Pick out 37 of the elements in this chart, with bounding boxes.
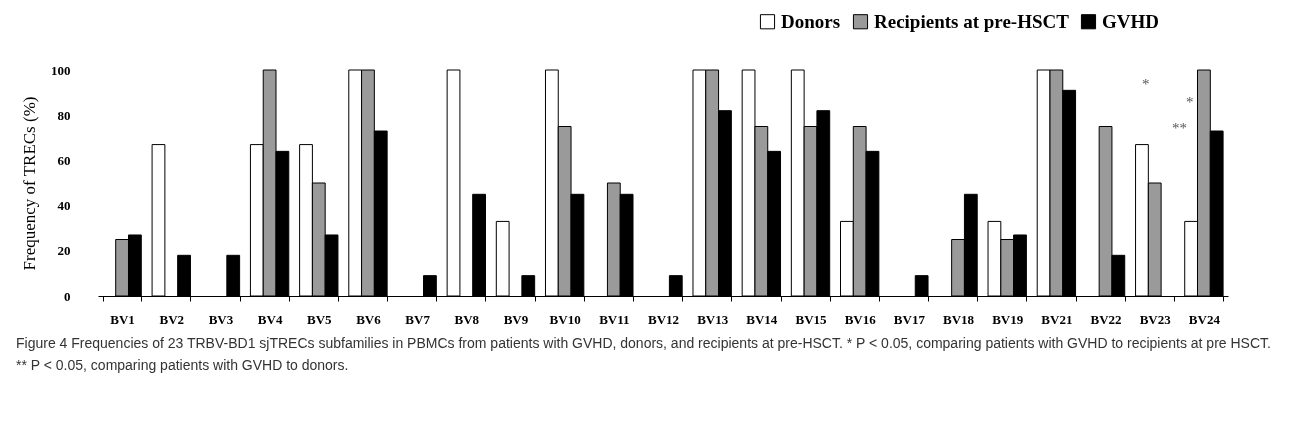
x-tick-label: BV9	[503, 311, 529, 327]
y-tick-label: 40	[57, 198, 71, 214]
x-tick-label: BV18	[943, 311, 975, 327]
caption: Figure 4 Frequencies of 23 TRBV-BD1 sjTRECs subfamilies in PBMCs from patients with GVHD, donors, and recipients at pre-HSCT. * P < 0.05, comparing patients with GVHD to recipients at pre HSCT. ** P < 0.05, comparing patients with GVHD to donors.	[16, 334, 1271, 375]
x-tick-label: BV6	[356, 311, 382, 327]
x-tick-label: BV17	[893, 311, 926, 327]
y-tick-label: 80	[57, 107, 71, 123]
legend-label: GVHD	[1102, 10, 1159, 32]
y-axis-title: Frequency of TRECs (%)	[20, 96, 39, 271]
x-tick-label: BV21	[1041, 311, 1073, 327]
annotation: *	[1186, 94, 1194, 111]
x-tick-label: BV16	[844, 311, 877, 327]
x-tick-label: BV7	[405, 311, 431, 327]
x-tick-label: BV1	[110, 311, 135, 327]
y-tick-label: 100	[51, 62, 71, 78]
legend-label: Donors	[781, 10, 841, 32]
legend-label: Recipients at pre-HSCT	[874, 10, 1070, 32]
y-tick-label: 0	[64, 288, 71, 304]
y-tick-label: 60	[57, 152, 71, 168]
x-tick-label: BV12	[647, 311, 680, 327]
x-tick-label: BV5	[307, 311, 333, 327]
x-tick-label: BV15	[795, 311, 828, 327]
x-tick-label: BV3	[208, 311, 234, 327]
x-tick-label: BV10	[549, 311, 581, 327]
x-tick-label: BV11	[599, 311, 630, 327]
annotation: *	[1142, 76, 1150, 93]
x-tick-label: BV13	[697, 311, 729, 327]
x-tick-label: BV23	[1139, 311, 1172, 327]
x-tick-label: BV14	[746, 311, 778, 327]
annotation: **	[1172, 120, 1187, 137]
x-tick-label: BV4	[257, 311, 283, 327]
x-tick-label: BV22	[1090, 311, 1122, 327]
y-tick-label: 20	[57, 243, 71, 259]
x-tick-label: BV24	[1188, 311, 1221, 327]
x-tick-label: BV19	[992, 311, 1024, 327]
x-tick-label: BV2	[159, 311, 185, 327]
x-tick-label: BV8	[454, 311, 480, 327]
